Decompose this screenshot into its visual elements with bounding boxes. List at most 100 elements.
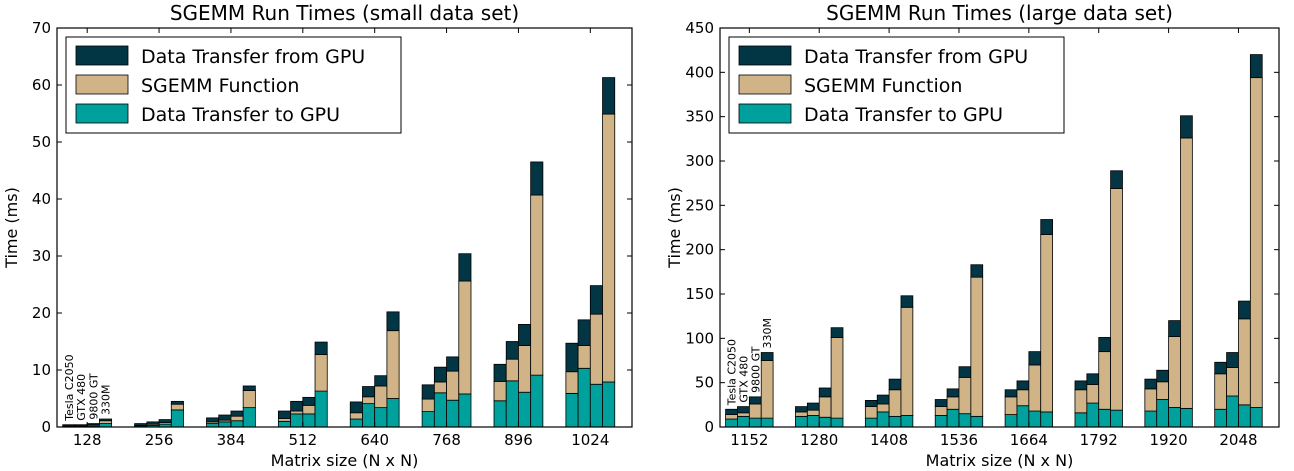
y-tick-label: 300 <box>685 152 714 170</box>
bar-segment <box>589 383 603 428</box>
bar-segment <box>374 375 388 387</box>
bar-device-label: 330M <box>761 318 774 349</box>
bar-segment <box>577 319 591 346</box>
bar-segment <box>386 398 400 428</box>
chart-title: SGEMM Run Times (small data set) <box>170 1 519 25</box>
bar-segment <box>1168 336 1181 408</box>
bar-segment <box>146 421 160 425</box>
bar-segment <box>170 409 184 428</box>
legend-entry: Data Transfer to GPU <box>141 104 340 126</box>
bar-segment <box>458 253 472 282</box>
bar-segment <box>421 411 435 428</box>
legend-swatch <box>738 103 792 124</box>
bar-segment <box>565 392 579 428</box>
bar-device-label: 330M <box>100 385 113 416</box>
y-tick-label: 60 <box>32 76 51 94</box>
bar-segment <box>1180 137 1193 409</box>
bar-segment <box>737 415 750 428</box>
y-tick-label: 0 <box>704 418 714 436</box>
bar-segment <box>1074 412 1088 428</box>
bar-segment <box>218 421 232 428</box>
bar-segment <box>602 381 616 428</box>
bar-segment <box>1156 399 1169 428</box>
bar-segment <box>362 386 376 398</box>
y-tick-label: 50 <box>32 133 51 151</box>
bar-segment <box>602 77 616 115</box>
y-tick-label: 50 <box>695 374 714 392</box>
bar-segment <box>230 410 244 417</box>
bar-segment <box>493 380 507 402</box>
bar-segment <box>518 391 532 428</box>
bar-segment <box>421 398 435 413</box>
bar-segment <box>760 352 774 361</box>
bar-segment <box>1110 409 1123 428</box>
legend: Data Transfer from GPU SGEMM Function Data… <box>728 36 1065 134</box>
bar-segment <box>74 424 88 427</box>
legend-swatch <box>75 103 129 124</box>
bar-segment <box>876 403 890 413</box>
bar-segment <box>493 363 507 382</box>
bar-segment <box>1249 54 1263 79</box>
bar-segment <box>900 415 914 428</box>
y-tick-label: 400 <box>685 63 714 81</box>
bar-segment <box>830 337 844 419</box>
bar-segment <box>302 396 316 406</box>
x-tick-label: 1280 <box>800 431 838 449</box>
bar-segment <box>830 327 844 338</box>
bar-segment <box>518 345 532 393</box>
bar-segment <box>349 401 363 414</box>
bar-segment <box>818 396 832 418</box>
bar-segment <box>795 415 808 428</box>
bar-segment <box>62 424 76 427</box>
bar-segment <box>314 390 328 428</box>
bar-segment <box>864 417 878 428</box>
y-tick-label: 30 <box>32 247 51 265</box>
bar-segment <box>530 161 544 196</box>
bar-segment <box>1004 396 1018 415</box>
bar-segment <box>277 418 291 422</box>
bar-segment <box>1040 219 1054 235</box>
chart-1: SGEMM Run Times (small data set) 0 10 20 30 4… <box>2 1 633 470</box>
bar-segment <box>1238 404 1251 428</box>
bar-segment <box>1004 389 1018 398</box>
bar-segment <box>1238 318 1251 406</box>
bar-segment <box>277 410 291 419</box>
bar-segment <box>493 400 507 428</box>
bar-segment <box>760 417 774 428</box>
bar-segment <box>314 341 328 356</box>
bar-segment <box>1028 364 1042 412</box>
bar-segment <box>876 394 890 405</box>
bar-segment <box>725 408 738 415</box>
y-tick-label: 70 <box>32 19 51 37</box>
bar-segment <box>446 399 460 428</box>
bar-segment <box>577 367 591 428</box>
y-tick-label: 100 <box>685 329 714 347</box>
bar-segment <box>946 396 960 410</box>
bar-segment <box>577 345 591 369</box>
bar-segment <box>230 415 244 422</box>
bar-segment <box>1214 373 1227 410</box>
bar-segment <box>876 411 890 428</box>
bar-segment <box>170 403 184 411</box>
bar-segment <box>934 399 948 408</box>
x-tick-label: 1408 <box>870 431 908 449</box>
y-tick-label: 150 <box>685 285 714 303</box>
bar-segment <box>1180 407 1193 428</box>
bar-segment <box>737 412 750 417</box>
bar-segment <box>888 378 902 391</box>
bar-segment <box>290 400 304 412</box>
bar-segment <box>1144 378 1158 390</box>
bar-segment <box>530 194 544 376</box>
bar-segment <box>421 384 435 400</box>
legend-swatch <box>738 74 792 95</box>
bar-segment <box>1226 367 1239 397</box>
bar-segment <box>806 402 820 411</box>
bar-segment <box>1098 337 1112 353</box>
bar-segment <box>386 311 400 332</box>
bar-segment <box>1086 402 1100 428</box>
legend-entry: SGEMM Function <box>804 75 962 97</box>
legend-swatch <box>738 45 792 66</box>
bar-segment <box>349 412 363 420</box>
legend-swatch <box>75 74 129 95</box>
